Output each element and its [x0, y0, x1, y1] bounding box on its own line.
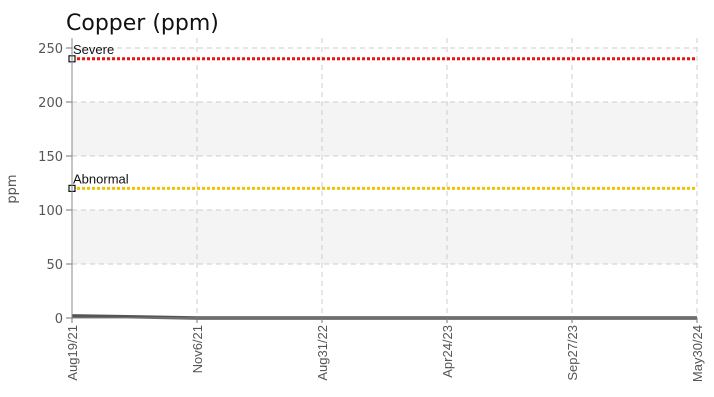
y-tick-label: 100	[38, 204, 63, 219]
x-tick-label: May30/24	[690, 325, 705, 382]
x-tick-label: Sep27/23	[565, 325, 580, 381]
x-tick-label: Apr24/23	[440, 325, 455, 378]
chart-title: Copper (ppm)	[66, 11, 219, 36]
plot-bands	[72, 102, 697, 264]
y-tick-label: 200	[38, 96, 63, 111]
x-tick-label: Nov6/21	[190, 325, 205, 373]
threshold-label: Severe	[73, 42, 114, 57]
plot-band	[72, 210, 697, 264]
axes	[66, 38, 698, 323]
y-tick-labels: 0 50 100 150 200 250	[38, 42, 63, 327]
y-axis-label: ppm	[5, 174, 20, 203]
y-tick-label: 250	[38, 42, 63, 57]
y-tick-label: 50	[46, 258, 63, 273]
x-tick-label: Aug19/21	[65, 325, 80, 381]
x-tick-label: Aug31/22	[315, 325, 330, 381]
y-tick-label: 150	[38, 150, 63, 165]
threshold-label: Abnormal	[73, 171, 129, 186]
x-tick-labels: Aug19/21 Nov6/21 Aug31/22 Apr24/23 Sep27/23 M…	[65, 325, 705, 382]
plot-band	[72, 102, 697, 156]
y-tick-label: 0	[55, 312, 63, 327]
